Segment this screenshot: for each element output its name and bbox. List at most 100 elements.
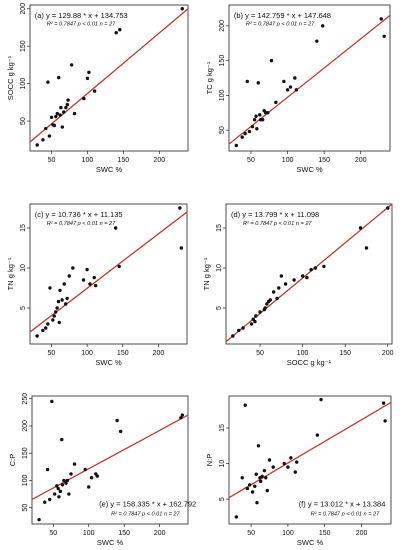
x-tick-label: 50 — [247, 530, 255, 537]
data-point — [293, 470, 297, 474]
data-point — [89, 476, 94, 480]
data-point — [255, 500, 259, 505]
y-tick-label: 150 — [219, 55, 226, 67]
x-tick-label: 200 — [355, 157, 367, 164]
data-point — [117, 264, 121, 269]
y-axis-label: TC g kg⁻¹ — [205, 61, 214, 94]
data-point — [63, 302, 68, 306]
panel-label: (f) y = 13.012 * x + 13.384 — [299, 500, 386, 509]
data-point — [237, 328, 241, 333]
data-point — [279, 274, 284, 278]
data-point — [35, 334, 39, 338]
y-axis-label: TN g kg⁻¹ — [202, 257, 211, 290]
data-point — [295, 460, 299, 464]
y-tick-label: 5 — [219, 497, 226, 501]
data-point — [55, 306, 59, 310]
data-point — [52, 123, 57, 128]
data-point — [305, 275, 309, 280]
data-point — [234, 143, 239, 148]
data-point — [66, 98, 70, 102]
data-point — [43, 500, 47, 504]
data-point — [320, 24, 325, 28]
data-point — [64, 481, 68, 485]
y-tick-label: 15 — [219, 424, 226, 432]
x-tick-label: 100 — [83, 530, 95, 537]
data-point — [57, 75, 61, 80]
data-point — [60, 437, 64, 442]
data-point — [255, 127, 259, 131]
data-point — [274, 100, 278, 105]
data-point — [256, 81, 260, 85]
data-point — [113, 226, 118, 230]
data-point — [271, 465, 275, 469]
y-tick-label: 150 — [22, 447, 29, 459]
data-point — [62, 478, 66, 483]
x-tick-label: 150 — [117, 350, 129, 357]
data-point — [44, 126, 48, 131]
data-point — [247, 483, 252, 487]
x-tick-label: 200 — [154, 530, 166, 537]
data-point — [282, 461, 286, 466]
data-point — [55, 111, 59, 116]
data-point — [254, 472, 258, 476]
x-tick-label: 200 — [356, 530, 368, 537]
plot-frame — [29, 4, 189, 152]
data-point — [379, 17, 383, 21]
data-point — [285, 88, 290, 92]
data-layer — [229, 14, 390, 148]
data-point — [54, 114, 58, 119]
plot-frame — [228, 4, 391, 152]
fit-stats: R² = 0.7847 p < 0.01 n = 27 — [111, 511, 180, 517]
data-point — [72, 111, 77, 116]
data-layer — [226, 204, 392, 343]
data-point — [71, 266, 75, 270]
data-point — [65, 102, 70, 107]
y-tick-label: 100 — [20, 78, 27, 90]
y-tick-label: 200 — [20, 3, 27, 15]
data-point — [118, 429, 123, 434]
data-point — [247, 129, 252, 134]
data-point — [44, 326, 48, 330]
data-point — [382, 34, 386, 38]
data-point — [37, 517, 41, 522]
data-point — [67, 274, 71, 278]
data-point — [293, 76, 297, 80]
data-point — [240, 135, 244, 139]
data-point — [179, 416, 183, 420]
data-point — [179, 246, 183, 250]
fit-stats: R² = 0.7847 p < 0.01 n = 27 — [47, 221, 116, 227]
x-tick-label: 150 — [319, 530, 331, 537]
data-point — [254, 114, 258, 118]
data-point — [315, 39, 319, 43]
x-tick-label: 200 — [153, 157, 165, 164]
data-point — [265, 302, 269, 306]
data-point — [240, 476, 244, 480]
data-point — [60, 483, 65, 487]
data-point — [245, 486, 250, 491]
data-point — [264, 476, 268, 480]
data-point — [46, 322, 50, 326]
panel-1: 50 100 150 200 50 100 150 200 SWC % SOCC g kg⁻¹ (a… — [6, 3, 189, 174]
data-point — [87, 485, 91, 489]
data-point — [313, 266, 318, 270]
y-tick-label: 10 — [216, 264, 223, 272]
data-point — [254, 314, 258, 318]
data-point — [241, 326, 245, 330]
x-tick-label: 50 — [48, 157, 56, 164]
panel-3: 50 100 150 200 5 10 15 SWC % TN g kg⁻¹ (c) y = 10… — [6, 203, 188, 367]
data-point — [58, 288, 62, 293]
data-point — [271, 290, 276, 294]
data-point — [50, 399, 54, 404]
fit-stats: R² = 0.7847 p < 0.01 n = 27 — [311, 511, 380, 517]
x-tick-label: 50 — [48, 350, 56, 357]
data-layer — [32, 399, 188, 522]
data-point — [250, 124, 255, 129]
plot-frame — [228, 395, 392, 525]
y-tick-label: 150 — [20, 40, 27, 52]
data-point — [275, 296, 279, 301]
panel-label: (e) y = 158.335 * x + 162.792 — [99, 500, 196, 509]
regression-line — [30, 211, 187, 333]
data-point — [315, 433, 320, 437]
data-point — [55, 484, 59, 488]
panel-label: (b) y = 142.759 * x + 147.648 — [234, 11, 331, 20]
